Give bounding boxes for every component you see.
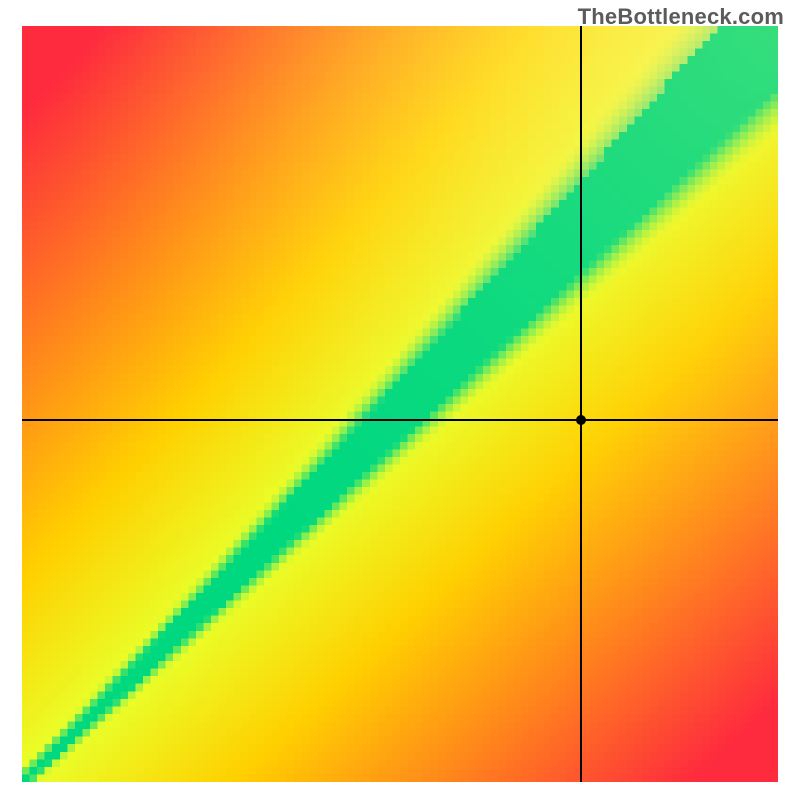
- crosshair-vertical: [580, 26, 582, 782]
- crosshair-marker: [576, 415, 586, 425]
- crosshair-horizontal: [22, 419, 778, 421]
- bottleneck-heatmap: [22, 26, 778, 782]
- watermark-text: TheBottleneck.com: [578, 4, 784, 30]
